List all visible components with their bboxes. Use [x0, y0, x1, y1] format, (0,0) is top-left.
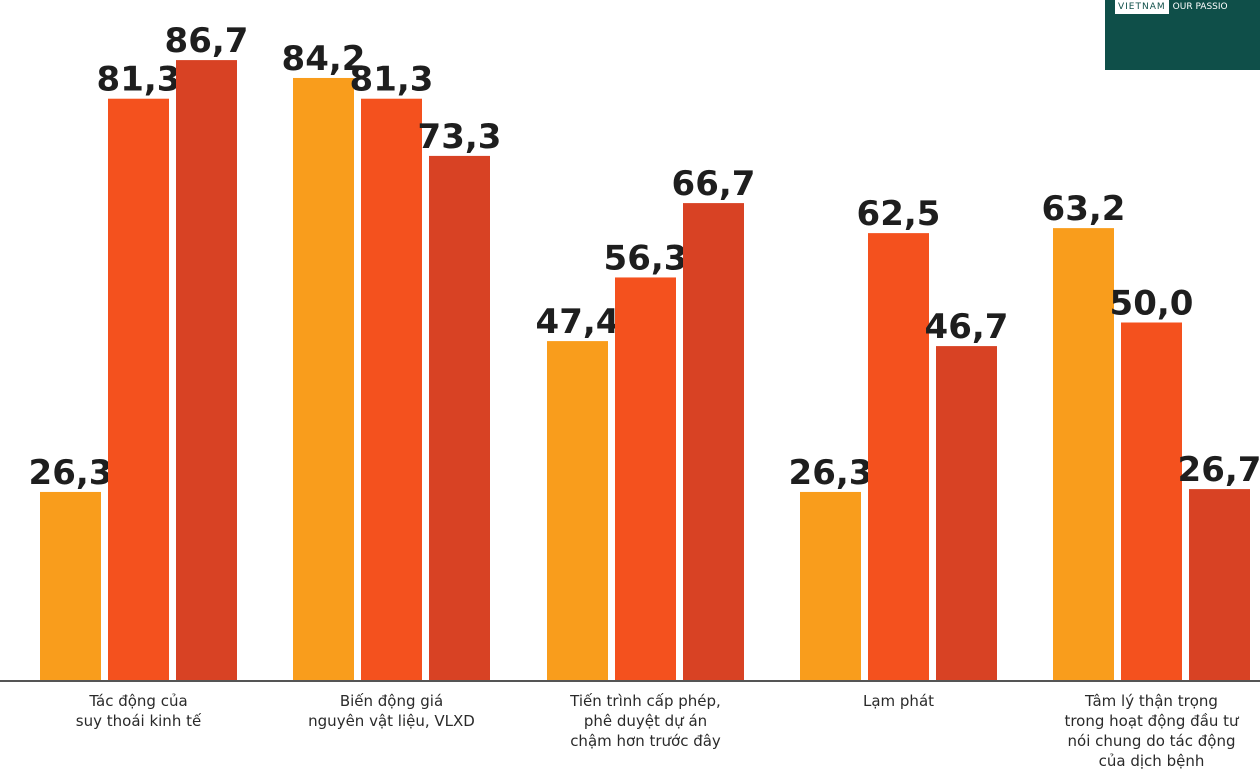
category-label-line: Tác động của: [88, 692, 187, 710]
data-label: 81,3: [97, 60, 181, 100]
category-label-line: của dịch bệnh: [1099, 752, 1205, 770]
data-label: 26,3: [29, 453, 113, 493]
data-label: 26,7: [1178, 450, 1260, 490]
category-label: Lạm phát: [863, 692, 934, 710]
category-label-line: chậm hơn trước đây: [570, 732, 721, 750]
logo-text-line: VIETNAM OUR PASSIO: [1115, 0, 1228, 14]
bar: [40, 491, 101, 680]
category-label-line: Lạm phát: [863, 692, 934, 710]
category-label-line: Tiến trình cấp phép,: [569, 692, 721, 710]
data-label: 26,3: [789, 453, 873, 493]
data-label: 73,3: [418, 117, 502, 157]
category-label-line: trong hoạt động đầu tư: [1064, 712, 1240, 730]
logo-country: VIETNAM: [1115, 0, 1169, 14]
category-label-line: phê duyệt dự án: [584, 712, 707, 730]
bar: [1053, 228, 1114, 680]
bar: [429, 155, 490, 680]
data-label: 63,2: [1042, 189, 1126, 229]
data-label: 46,7: [925, 307, 1009, 347]
data-label: 50,0: [1110, 284, 1194, 324]
data-label: 81,3: [350, 60, 434, 100]
bar: [936, 346, 997, 680]
bar: [1189, 489, 1250, 680]
bar: [108, 98, 169, 680]
bar: [1121, 322, 1182, 680]
bar: [547, 341, 608, 680]
logo-tagline: OUR PASSIO: [1172, 2, 1228, 12]
category-label-line: Tâm lý thận trọng: [1084, 692, 1218, 710]
category-label: Tâm lý thận trọng trong hoạt động đầu tư n…: [1064, 692, 1240, 770]
category-label-line: nói chung do tác động: [1068, 732, 1236, 750]
category-label: Tiến trình cấp phép, phê duyệt dự án chậm …: [569, 692, 721, 750]
bar: [683, 203, 744, 680]
bar: [800, 491, 861, 680]
category-label-line: suy thoái kinh tế: [76, 712, 202, 730]
bar: [868, 233, 929, 680]
data-label: 56,3: [604, 238, 688, 278]
data-label: 62,5: [857, 194, 941, 234]
bar: [293, 77, 354, 681]
bar: [176, 60, 237, 681]
category-label-line: Biến động giá: [340, 692, 443, 710]
data-label: 86,7: [165, 21, 249, 61]
bar: [615, 277, 676, 680]
category-label: Biến động giá nguyên vật liệu, VLXD: [308, 692, 475, 730]
category-label-line: nguyên vật liệu, VLXD: [308, 712, 475, 730]
data-label: 47,4: [536, 302, 620, 342]
brand-logo: VIETNAM OUR PASSIO: [1105, 0, 1260, 70]
data-label: 84,2: [282, 39, 366, 79]
bar: [361, 98, 422, 680]
category-label: Tác động của suy thoái kinh tế: [76, 692, 202, 730]
data-label: 66,7: [672, 164, 756, 204]
